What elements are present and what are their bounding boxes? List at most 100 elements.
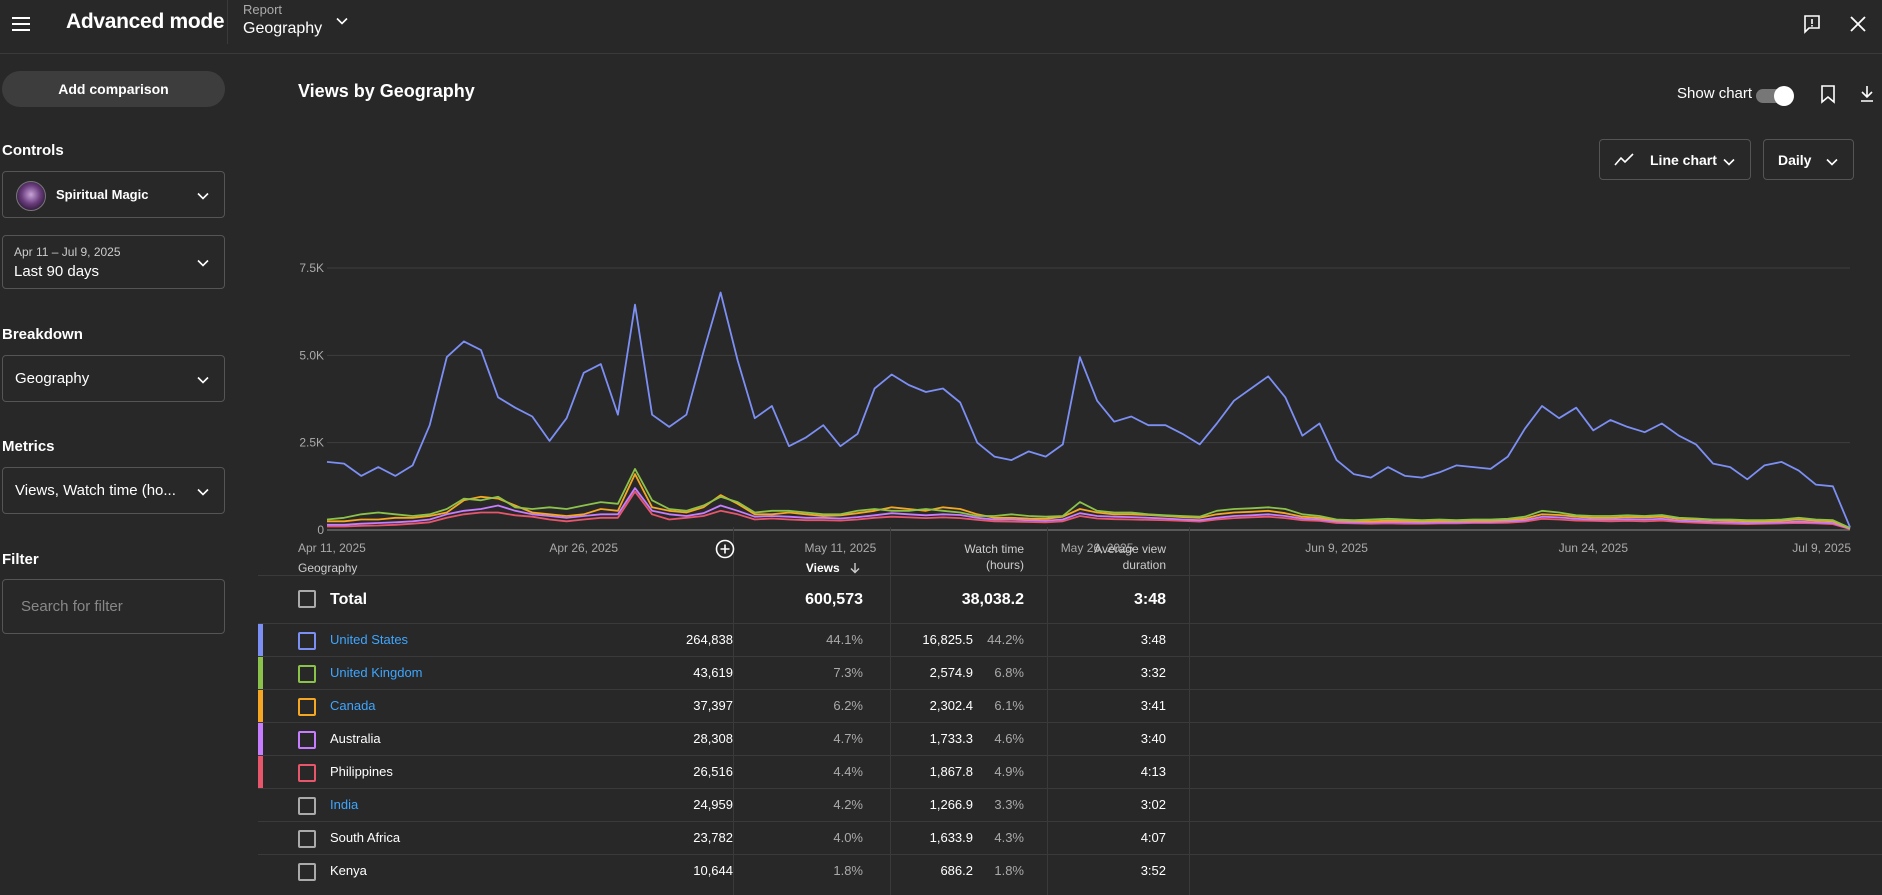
x-tick-label: Jun 24, 2025 [1559,541,1629,555]
country-name: Australia [330,731,381,746]
date-range-selector[interactable]: Apr 11 – Jul 9, 2025 Last 90 days [2,235,225,289]
avatar [16,181,46,211]
row-checkbox[interactable] [298,830,316,848]
views-percent: 7.3% [833,665,863,680]
avd-value: 3:02 [1140,797,1166,812]
table-row: India 24,959 4.2% 1,266.9 3.3% 3:02 [258,788,1882,821]
views-percent: 4.2% [833,797,863,812]
views-value: 26,516 [693,764,733,779]
country-name[interactable]: United States [330,632,409,647]
watch-time-value: 2,302.4 [929,698,973,713]
watch-time-value: 16,825.5 [922,632,973,647]
views-percent: 4.0% [833,830,863,845]
report-selector[interactable]: Report Geography [243,2,322,38]
avd-column-header[interactable]: Average view duration [1088,541,1166,573]
column-divider [890,527,891,895]
report-value: Geography [243,20,323,37]
total-watch-time: 38,038.2 [961,591,1024,608]
views-value: 37,397 [693,698,733,713]
controls-label: Controls [2,142,64,159]
filter-search-input[interactable] [2,579,225,634]
total-row: Total 600,573 38,038.2 3:48 [258,575,1882,623]
chevron-down-icon [197,488,209,496]
row-checkbox[interactable] [298,797,316,815]
watch-time-value: 1,733.3 [929,731,973,746]
x-tick-label: Apr 11, 2025 [298,541,366,555]
table-row: Philippines 26,516 4.4% 1,867.8 4.9% 4:13 [258,755,1882,788]
chart-type-label: Line chart [1650,152,1717,168]
y-tick-label: 7.5K [299,261,324,275]
chart-title: Views by Geography [298,81,475,101]
watch-time-percent: 6.1% [994,698,1024,713]
series-line [327,490,1851,530]
views-percent: 4.7% [833,731,863,746]
column-divider [1047,527,1048,895]
watch-time-value: 2,574.9 [929,665,973,680]
table-row: Australia 28,308 4.7% 1,733.3 4.6% 3:40 [258,722,1882,755]
bookmark-icon[interactable] [1819,84,1837,104]
menu-icon[interactable] [12,12,36,36]
watch-time-percent: 4.3% [994,830,1024,845]
feedback-icon[interactable] [1802,14,1822,34]
table-row: United States 264,838 44.1% 16,825.5 44.2% 3:… [258,623,1882,656]
breakdown-selector[interactable]: Geography [2,355,225,402]
chevron-down-icon [1826,158,1838,166]
add-comparison-button[interactable]: Add comparison [2,71,225,107]
watch-time-percent: 4.6% [994,731,1024,746]
avd-value: 3:52 [1140,863,1166,878]
views-percent: 6.2% [833,698,863,713]
total-label: Total [330,591,368,608]
chevron-down-icon [197,192,209,200]
metrics-selector[interactable]: Views, Watch time (ho... [2,467,225,514]
x-tick-label: May 11, 2025 [804,541,876,555]
metrics-value: Views, Watch time (ho... [15,482,176,499]
watch-time-percent: 1.8% [994,863,1024,878]
download-icon[interactable] [1858,84,1876,104]
chevron-down-icon[interactable] [335,14,349,28]
avd-value: 3:48 [1140,632,1166,647]
breakdown-value: Geography [15,370,90,387]
watch-time-column-header[interactable]: Watch time (hours) [958,541,1024,573]
chevron-down-icon [197,259,209,267]
app-title: Advanced mode [66,10,225,33]
metrics-label: Metrics [2,438,55,455]
add-column-icon[interactable] [715,539,735,559]
views-percent: 44.1% [826,632,863,647]
avd-value: 3:40 [1140,731,1166,746]
views-line-chart: 0 2.5K 5.0K 7.5K Apr 11, 2025 Apr 26, 2025 May… [298,261,1851,555]
x-tick-label: Jun 9, 2025 [1305,541,1368,555]
y-tick-label: 2.5K [299,436,324,450]
total-avd: 3:48 [1133,591,1166,608]
row-checkbox[interactable] [298,731,316,749]
series-line [326,467,1851,529]
row-checkbox[interactable] [298,863,316,881]
show-chart-toggle[interactable] [1756,84,1794,106]
views-percent: 4.4% [833,764,863,779]
country-name[interactable]: Canada [330,698,376,713]
row-checkbox[interactable] [298,764,316,782]
country-name: Kenya [330,863,367,878]
avd-value: 3:32 [1140,665,1166,680]
table-row: South Africa 23,782 4.0% 1,633.9 4.3% 4:07 [258,821,1882,854]
watch-time-value: 1,266.9 [929,797,973,812]
chart-type-dropdown[interactable]: Line chart [1599,139,1751,180]
row-checkbox[interactable] [298,632,316,650]
views-column-header[interactable]: Views [778,560,861,576]
total-checkbox[interactable] [298,590,316,608]
row-checkbox[interactable] [298,665,316,683]
geography-column-header[interactable]: Geography [298,561,358,575]
watch-time-percent: 44.2% [987,632,1024,647]
country-name[interactable]: United Kingdom [330,665,423,680]
series-line [327,473,1851,530]
country-name: Philippines [330,764,393,779]
interval-dropdown[interactable]: Daily [1763,139,1854,180]
watch-time-value: 1,633.9 [929,830,973,845]
series-color-bar [258,657,263,689]
row-checkbox[interactable] [298,698,316,716]
channel-selector[interactable]: Spiritual Magic [2,171,225,218]
close-icon[interactable] [1848,14,1868,34]
watch-time-header-line1: Watch time [964,542,1024,556]
date-range-label: Last 90 days [14,263,100,280]
main-panel: Views by Geography Show chart Line chart… [258,54,1882,895]
country-name[interactable]: India [330,797,359,812]
